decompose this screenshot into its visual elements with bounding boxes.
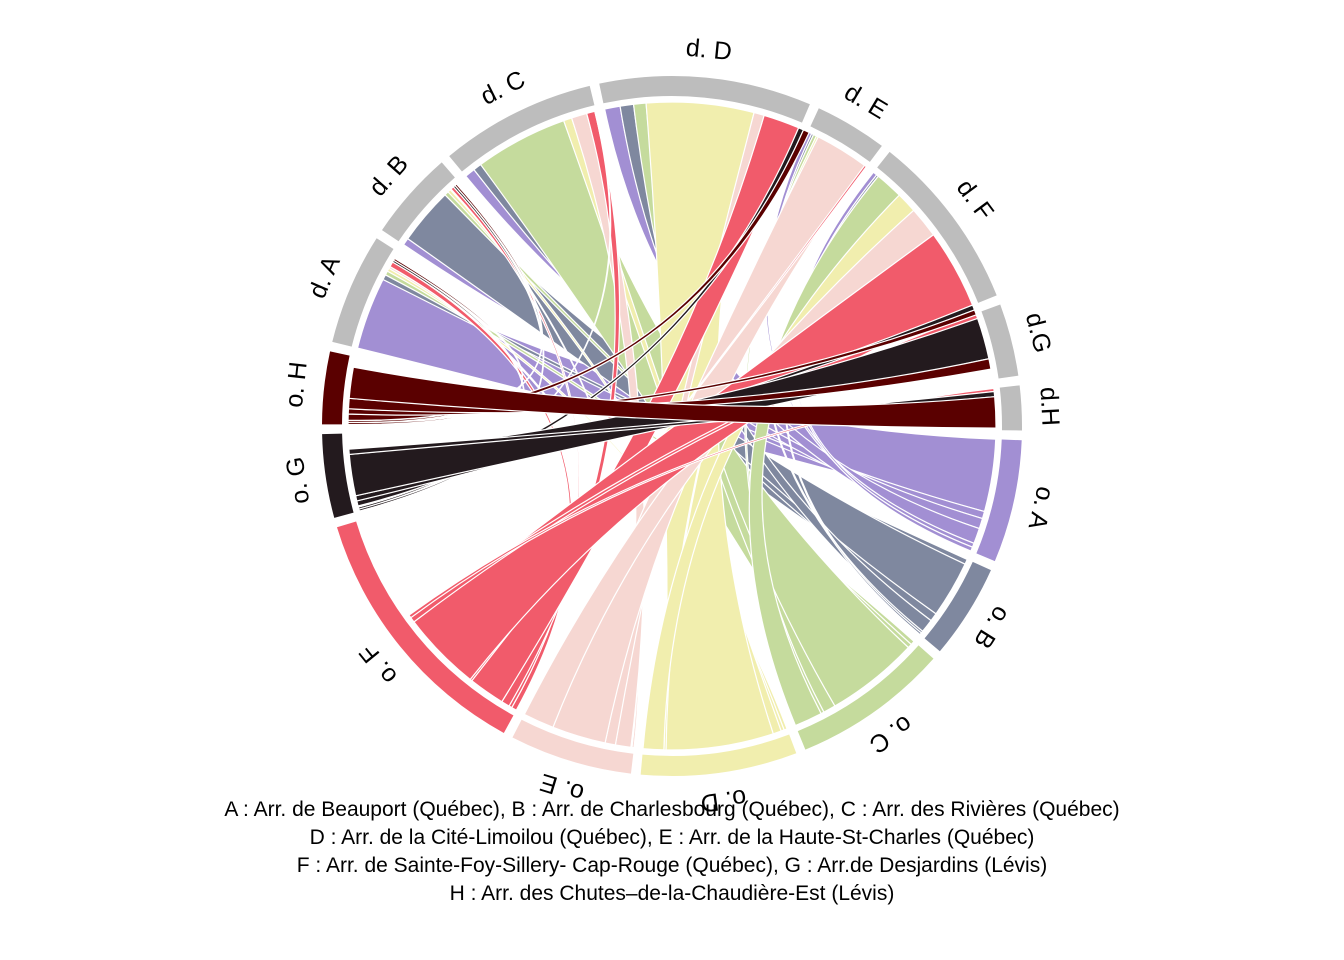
segment-label-o.A: o. A: [1023, 484, 1060, 532]
segment-label-d.C: d. C: [476, 65, 530, 111]
segment-d.H: [999, 385, 1023, 431]
segment-label-o.D: o. D: [699, 783, 748, 817]
chord-o.G-d.H: [348, 390, 996, 456]
segment-label-d.D: d. D: [685, 34, 733, 66]
outer-segments: [322, 76, 1023, 777]
segment-o.G: [322, 433, 354, 518]
legend-line: A : Arr. de Beauport (Québec), B : Arr. …: [224, 798, 1120, 821]
segment-label-o.C: o. C: [864, 710, 918, 759]
segment-label-d.A: d. A: [303, 252, 346, 303]
segment-label-o.H: o. H: [280, 360, 313, 409]
segment-d.A: [332, 238, 394, 347]
segment-d.G: [981, 304, 1019, 379]
segment-label-d.B: d. B: [363, 150, 413, 202]
segment-label-d.E: d. E: [839, 78, 892, 125]
legend-line: D : Arr. de la Cité-Limoilou (Québec), E…: [309, 826, 1035, 849]
segment-label-d.F: d. F: [951, 174, 999, 225]
chord-o.A-d.F: [791, 171, 974, 552]
legend-line: F : Arr. de Sainte-Foy-Sillery- Cap-Roug…: [296, 854, 1048, 877]
segment-d.C: [449, 85, 595, 172]
segment-label-o.G: o. G: [281, 455, 316, 506]
segment-d.E: [810, 108, 882, 162]
chord-o.E-d.F: [523, 209, 935, 729]
segment-o.A: [976, 439, 1022, 562]
segment-label-o.F: o. F: [354, 639, 403, 690]
segment-o.F: [336, 521, 514, 733]
legend-line: H : Arr. des Chutes–de-la-Chaudière-Est …: [449, 882, 895, 905]
chord-o.F-d.H: [408, 387, 995, 619]
segment-o.H: [322, 351, 350, 425]
segment-label-o.B: o. B: [968, 601, 1015, 654]
chord-o.D-d.F: [642, 194, 915, 751]
legend-caption: A : Arr. de Beauport (Québec), B : Arr. …: [0, 796, 1344, 908]
segment-label-d.G: d.G: [1020, 310, 1057, 356]
segment-d.B: [381, 162, 455, 242]
segment-o.C: [797, 645, 934, 750]
segment-label-d.H: d.H: [1035, 386, 1065, 426]
chord-o.B-d.F: [783, 174, 923, 636]
segment-o.D: [640, 734, 797, 777]
chord-o.H-d.H: [348, 366, 997, 429]
segment-o.B: [924, 561, 991, 652]
segment-d.F: [877, 151, 997, 303]
segment-d.D: [599, 76, 810, 123]
chord-links: [347, 101, 997, 751]
segment-o.E: [512, 719, 634, 774]
